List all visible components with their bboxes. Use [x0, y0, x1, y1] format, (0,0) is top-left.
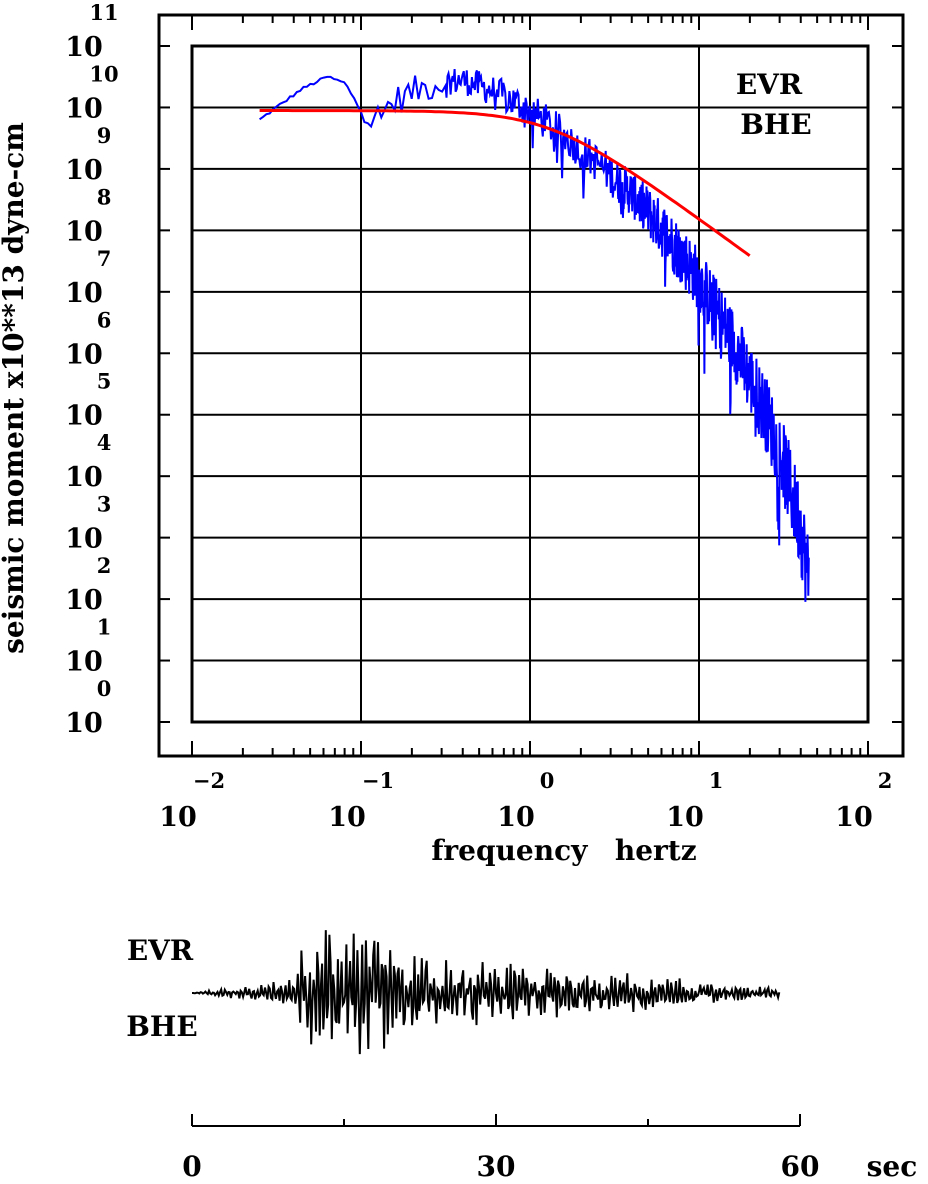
x-axis-ticks: [191, 15, 869, 756]
y-tick-exponent: 2: [97, 553, 112, 578]
legend-component: BHE: [740, 108, 811, 141]
time-axis-label: sec: [867, 1150, 918, 1183]
y-tick-exponent: 0: [97, 676, 112, 701]
y-tick-exponent: 1: [97, 615, 112, 640]
y-tick-base: 10: [65, 708, 103, 739]
x-tick-base: 10: [328, 802, 366, 833]
y-tick-exponent: 11: [89, 0, 118, 25]
y-tick-exponent: 3: [97, 492, 112, 517]
y-tick-exponent: 4: [97, 430, 112, 455]
legend-station: EVR: [736, 68, 803, 101]
seismogram-waveform: [192, 930, 781, 1055]
y-tick-exponent: 6: [97, 307, 112, 332]
y-tick-base: 10: [65, 401, 103, 432]
x-tick-base: 10: [159, 802, 197, 833]
y-tick-base: 10: [65, 524, 103, 555]
time-tick-labels: 0 30 60: [182, 1150, 819, 1183]
seis-station: EVR: [127, 934, 194, 967]
x-tick-exponent: 2: [878, 768, 893, 793]
time-tick-label: 30: [477, 1150, 516, 1183]
x-tick-exponent: 1: [709, 768, 724, 793]
y-tick-exponent: 10: [89, 61, 118, 86]
y-tick-base: 10: [65, 32, 103, 63]
y-tick-base: 10: [65, 647, 103, 678]
y-tick-base: 10: [65, 278, 103, 309]
y-tick-exponent: 9: [97, 123, 112, 148]
observed-spectrum-line: [259, 69, 810, 602]
y-tick-exponent: 5: [97, 369, 112, 394]
y-tick-base: 10: [65, 155, 103, 186]
x-tick-exponent: 0: [540, 768, 555, 793]
y-tick-base: 10: [65, 93, 103, 124]
y-tick-base: 10: [65, 216, 103, 247]
x-gridlines: [360, 46, 700, 722]
x-tick-base: 10: [666, 802, 704, 833]
y-tick-base: 10: [65, 462, 103, 493]
y-tick-exponent: 8: [97, 184, 112, 209]
seis-component: BHE: [126, 1010, 197, 1043]
x-tick-exponent: −1: [362, 768, 394, 793]
x-tick-base: 10: [835, 802, 873, 833]
model-fit-line: [259, 109, 751, 257]
x-tick-base: 10: [497, 802, 535, 833]
y-tick-exponent: 7: [97, 246, 112, 271]
x-axis-label: frequency hertz: [431, 834, 696, 867]
y-tick-base: 10: [65, 339, 103, 370]
time-tick-label: 0: [182, 1150, 201, 1183]
y-axis-ticks: [159, 45, 903, 723]
time-axis-ticks: [191, 1114, 801, 1126]
y-tick-base: 10: [65, 585, 103, 616]
x-tick-exponent: −2: [193, 768, 225, 793]
time-tick-label: 60: [781, 1150, 820, 1183]
y-axis-label: seismic moment x10**13 dyne-cm: [0, 122, 30, 654]
